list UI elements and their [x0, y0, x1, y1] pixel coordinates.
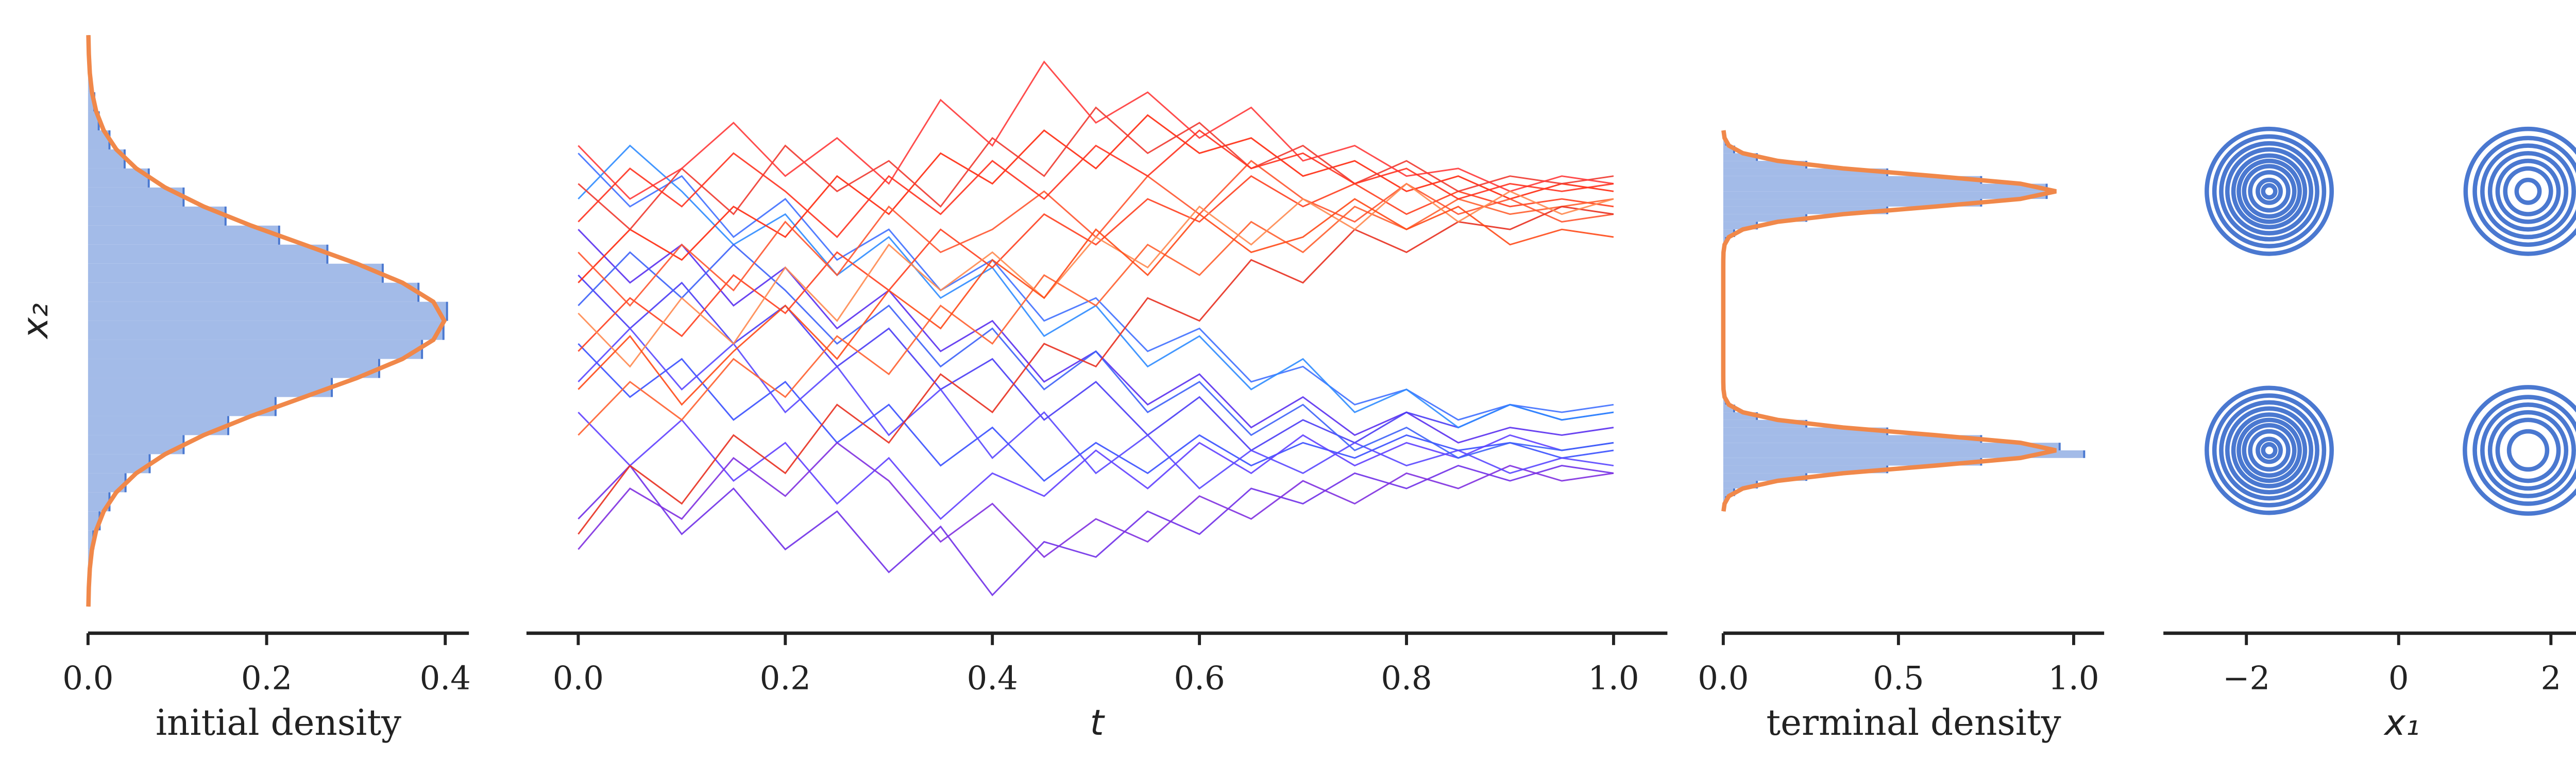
- bar: [1723, 450, 2084, 458]
- bar: [1723, 176, 1981, 184]
- trajectory: [578, 229, 1614, 444]
- trajectory: [578, 327, 1614, 490]
- contour-level: [2503, 166, 2553, 216]
- x-tick-label: 0.4: [420, 659, 471, 697]
- bar: [88, 359, 379, 378]
- x-tick-label: 1.0: [1588, 659, 1639, 697]
- trajectory: [578, 144, 1614, 429]
- density-curve: [1721, 130, 2057, 512]
- bar: [1723, 435, 1981, 443]
- trajectory: [578, 106, 1614, 231]
- bar: [1723, 183, 2047, 192]
- contour-level: [2506, 429, 2550, 472]
- trajectory: [578, 153, 1614, 421]
- contour-level: [2463, 126, 2576, 256]
- contour-level: [2463, 385, 2576, 516]
- contour-level: [2205, 126, 2334, 256]
- bar: [1723, 199, 1981, 207]
- trajectory: [578, 198, 1614, 436]
- trajectory: [578, 129, 1614, 239]
- contour-level: [2219, 141, 2319, 242]
- contour-level: [2248, 429, 2291, 472]
- contour-level: [2480, 402, 2576, 498]
- x-axis-label: t: [1090, 702, 1106, 744]
- bar: [1723, 443, 2060, 450]
- trajectory: [578, 60, 1614, 200]
- contour-level: [2256, 436, 2283, 464]
- x-tick-label: 1.0: [2048, 659, 2099, 697]
- bar: [88, 206, 226, 226]
- x-tick-label: 0.0: [62, 659, 113, 697]
- trajectory: [578, 160, 1614, 307]
- contour-level: [2219, 400, 2319, 501]
- x-tick-label: 0.8: [1381, 659, 1432, 697]
- trajectory: [578, 274, 1614, 451]
- x-tick-label: 0.6: [1174, 659, 1225, 697]
- contour-level: [2225, 147, 2314, 235]
- bar: [88, 378, 332, 397]
- x-axis-label: x₁: [2383, 702, 2419, 744]
- x-tick-label: 0.4: [967, 659, 1018, 697]
- contour-level: [2472, 395, 2576, 506]
- bar: [88, 397, 276, 416]
- x-tick-label: 2: [2540, 659, 2561, 697]
- trajectory: [578, 175, 1614, 352]
- contour-level: [2261, 442, 2278, 459]
- contour-level: [2487, 410, 2569, 491]
- bar: [88, 244, 328, 264]
- contour-level: [2231, 412, 2308, 489]
- contour-level: [2480, 143, 2576, 240]
- bar: [88, 282, 419, 302]
- contour-level: [2231, 153, 2308, 230]
- contour-level: [2242, 423, 2297, 478]
- x-tick-label: 0.2: [241, 659, 292, 697]
- bar: [88, 301, 447, 321]
- contour-level: [2236, 158, 2302, 224]
- bar: [1723, 458, 1981, 466]
- trajectory: [578, 243, 1614, 459]
- contour-level: [2261, 183, 2278, 200]
- trajectory: [578, 343, 1614, 482]
- x-tick-label: 0.0: [553, 659, 604, 697]
- bar: [88, 530, 94, 550]
- contour-level: [2225, 406, 2314, 495]
- bar: [1723, 191, 2047, 199]
- x-axis-label: terminal density: [1766, 702, 2061, 744]
- x-tick-label: 0: [2388, 659, 2409, 697]
- y-axis-label: x₂: [15, 303, 56, 339]
- contour-level: [2495, 417, 2561, 483]
- trajectory: [578, 464, 1614, 597]
- contour-level: [2236, 417, 2302, 483]
- density-curve: [86, 35, 447, 607]
- contour-level: [2242, 164, 2297, 219]
- contour-level: [2212, 134, 2327, 248]
- trajectory: [578, 206, 1614, 535]
- x-tick-label: −2: [2223, 659, 2270, 697]
- bar: [88, 321, 444, 340]
- contour-level: [2514, 177, 2542, 205]
- contour-level: [2487, 151, 2569, 232]
- bar: [88, 416, 229, 435]
- x-axis-label: initial density: [156, 702, 401, 744]
- contour-level: [2248, 170, 2291, 213]
- contour-level: [2256, 177, 2283, 205]
- trajectory: [578, 412, 1614, 520]
- trajectory: [578, 198, 1614, 406]
- bar: [88, 340, 422, 359]
- bar: [88, 225, 279, 245]
- trajectory: [578, 442, 1614, 558]
- contour-level: [2212, 393, 2327, 508]
- x-tick-label: 0.5: [1873, 659, 1924, 697]
- contour-level: [2495, 158, 2561, 224]
- contour-level: [2205, 385, 2334, 515]
- x-tick-label: 0.2: [760, 659, 811, 697]
- contour-level: [2472, 136, 2576, 247]
- trajectory: [578, 182, 1614, 368]
- x-tick-label: 0.0: [1698, 659, 1749, 697]
- bar: [88, 263, 383, 283]
